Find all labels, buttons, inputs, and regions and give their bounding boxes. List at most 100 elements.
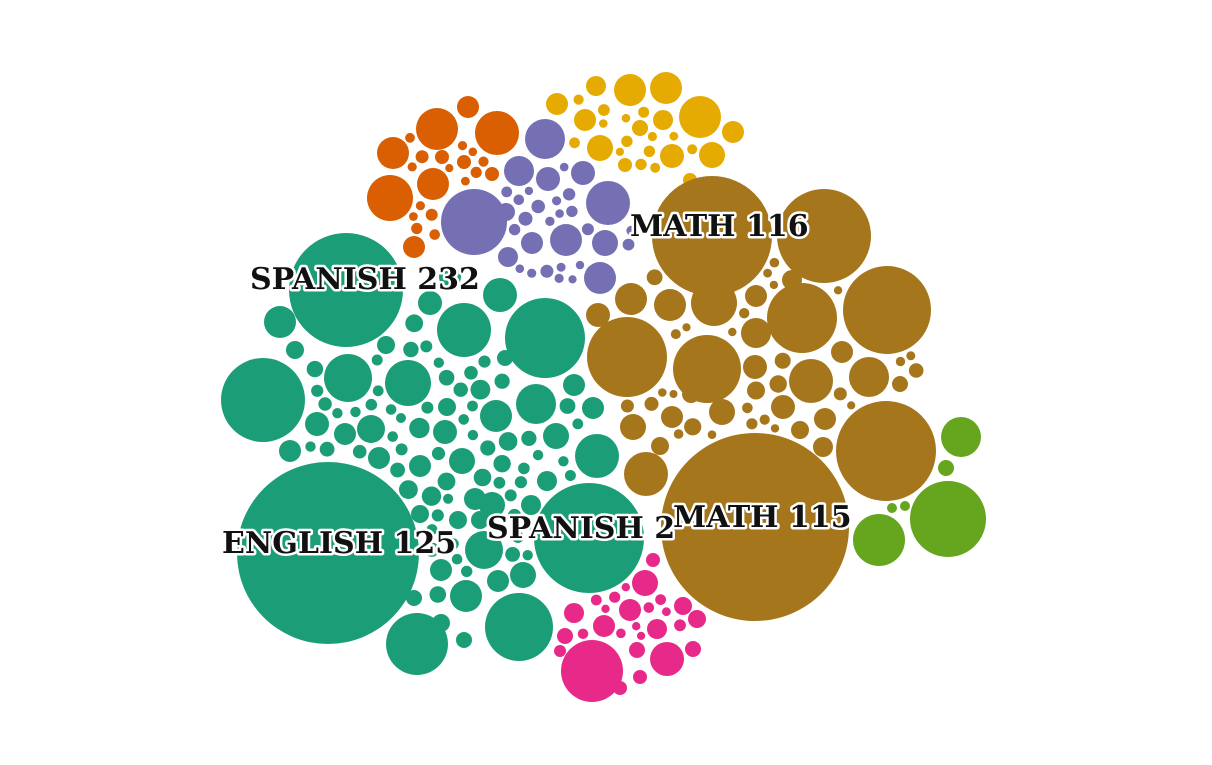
bubble-purple (556, 262, 566, 272)
bubble-teal (438, 369, 455, 386)
bubble-teal (493, 476, 506, 489)
bubble-purple (566, 205, 578, 218)
bubble-teal (371, 354, 383, 366)
bubble-teal (470, 379, 491, 400)
bubble-pink (650, 642, 684, 676)
bubble-gold (569, 137, 580, 149)
bubble-brown (742, 402, 753, 414)
bubble-purple (515, 264, 525, 274)
bubble-orange (409, 212, 418, 221)
bubble-teal (575, 434, 619, 478)
bubble-orange (435, 150, 449, 164)
bubble-teal (372, 385, 384, 397)
bubble-teal (430, 559, 452, 581)
bubble-teal (334, 423, 356, 445)
bubble-brown (849, 357, 889, 397)
bubble-teal (357, 415, 385, 443)
bubble-orange (429, 229, 441, 240)
bubble-gold (650, 72, 682, 104)
bubble-purple (508, 223, 521, 236)
bubble-pink (601, 604, 610, 613)
bubble-pink (632, 622, 641, 631)
bubble-gold (587, 135, 613, 161)
bubble-orange (416, 108, 458, 150)
bubble-gold (621, 135, 633, 147)
bubble-pink (674, 597, 692, 615)
bubble-teal (563, 374, 585, 396)
bubble-brown (774, 352, 791, 369)
bubble-brown (615, 283, 647, 315)
bubble-teal (264, 306, 296, 338)
bubble-gold (647, 131, 658, 142)
bubble-orange (415, 201, 425, 211)
bubble-orange (405, 132, 415, 143)
bubble-pink (593, 615, 615, 637)
bubble-teal (306, 360, 324, 378)
bubble-gold (699, 142, 725, 168)
bubble-teal (507, 508, 522, 523)
bubble-gold (653, 110, 673, 130)
bubble-teal (458, 414, 470, 425)
bubble-teal (319, 441, 335, 457)
bubble-brown (652, 176, 772, 296)
bubble-teal (431, 446, 446, 461)
bubble-pink (616, 628, 626, 639)
bubble-brown (769, 375, 787, 393)
bubble-teal (399, 480, 418, 499)
bubble-brown (843, 266, 931, 354)
bubble-teal (456, 632, 472, 648)
bubble-teal (289, 233, 403, 347)
bubble-gold (643, 145, 656, 157)
bubble-teal (433, 357, 444, 368)
bubble-teal (403, 341, 419, 358)
bubble-pink (685, 641, 701, 657)
bubble-brown (669, 390, 678, 398)
bubble-teal (564, 470, 576, 481)
bubble-gold (574, 109, 596, 131)
bubble-teal (324, 354, 372, 402)
bubble-purple (554, 273, 564, 283)
bubble-brown (763, 268, 772, 278)
bubble-teal (518, 462, 530, 475)
bubble-teal (396, 413, 406, 423)
bubble-orange (478, 156, 489, 167)
bubble-teal (487, 570, 509, 592)
bubble-teal (390, 462, 405, 478)
bubble-orange (407, 162, 417, 172)
bubble-teal (473, 468, 492, 487)
bubble-purple (550, 224, 582, 256)
bubble-teal (437, 303, 491, 357)
bubble-brown (682, 323, 691, 332)
bubble-gold (660, 144, 684, 168)
bubble-teal (429, 586, 447, 603)
bubble-brown (661, 433, 849, 621)
bubble-teal (498, 432, 518, 451)
bubble-teal (411, 505, 429, 523)
bubble-brown (646, 269, 663, 286)
bubble-teal (368, 447, 390, 469)
label-spanish-232: SPANISH 232 (250, 262, 480, 297)
bubble-teal (514, 476, 528, 489)
bubble-teal (424, 542, 439, 557)
label-layer: SPANISH 232 MATH 116 ENGLISH 125 SPANISH… (220, 207, 855, 564)
bubble-green (938, 460, 954, 476)
bubble-teal (478, 355, 491, 368)
bubble-pink (688, 610, 706, 628)
bubble-teal (433, 420, 457, 444)
bubble-teal (480, 440, 496, 456)
bubble-teal (534, 483, 644, 593)
bubble-purple (622, 238, 635, 251)
bubble-teal (480, 400, 512, 432)
bubble-teal (378, 493, 398, 513)
bubble-orange (403, 236, 425, 258)
bubble-teal (439, 266, 461, 288)
bubble-teal (432, 614, 450, 632)
bubble-teal (467, 429, 479, 441)
bubble-orange (457, 141, 468, 151)
bubble-teal (483, 278, 517, 312)
bubble-brown (587, 317, 667, 397)
bubble-pink (629, 642, 645, 658)
bubble-pink (655, 594, 666, 605)
bubble-pink (557, 628, 573, 644)
bubble-teal (279, 440, 301, 462)
